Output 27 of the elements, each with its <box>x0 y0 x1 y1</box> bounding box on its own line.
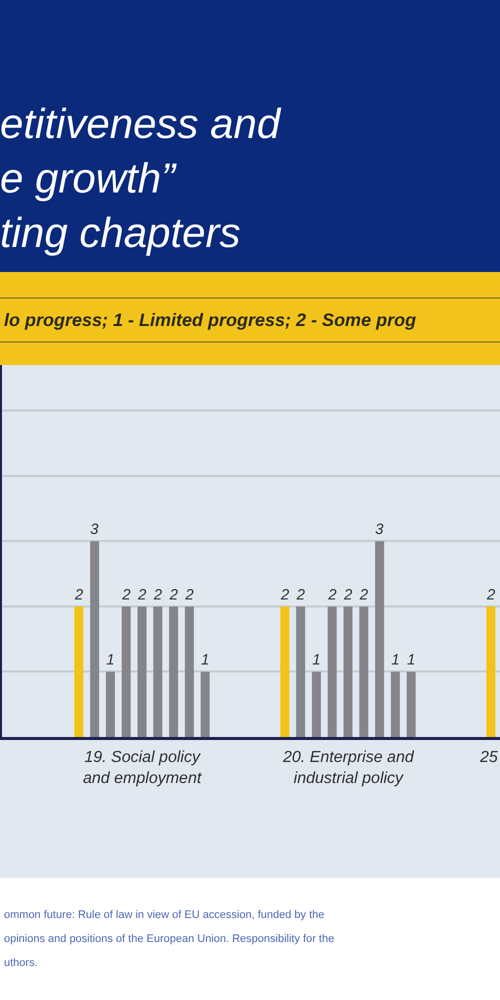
data-label: 2 <box>296 586 306 604</box>
data-label: 3 <box>90 521 100 538</box>
text: opinions and positions of the European Union. Responsibility for the <box>4 933 334 945</box>
data-label: 1 <box>201 652 210 669</box>
data-label: 3 <box>375 521 384 538</box>
data-label: 2 <box>358 586 369 604</box>
data-label: 2 <box>168 586 179 604</box>
x-tick-label: 20. Enterprise and industrial policy <box>282 749 415 787</box>
data-label: 1 <box>407 652 416 669</box>
data-label: 2 <box>343 586 353 604</box>
data-label: 2 <box>121 586 132 604</box>
data-label: 2 <box>137 586 147 604</box>
data-label: 1 <box>106 652 115 669</box>
data-label: 2 <box>486 586 496 604</box>
x-tick-label: 25 <box>479 749 498 766</box>
chart-subtitle: lo progress; 1 - Limited progress; 2 - Some prog <box>4 310 416 330</box>
x-tick-label: 19. Social policy and employment <box>83 749 202 787</box>
data-label: 2 <box>280 586 290 604</box>
data-label: 1 <box>312 652 321 669</box>
text: uthors. <box>4 957 38 969</box>
data-label: 2 <box>152 586 163 604</box>
chart-title: etitiveness and e growth” ting chapters <box>0 100 282 256</box>
data-label: 2 <box>184 586 194 604</box>
data-label: 1 <box>391 652 400 669</box>
data-label: 2 <box>74 586 84 604</box>
data-label: 2 <box>327 586 338 604</box>
text: ommon future: Rule of law in view of EU accession, funded by the <box>4 909 324 921</box>
